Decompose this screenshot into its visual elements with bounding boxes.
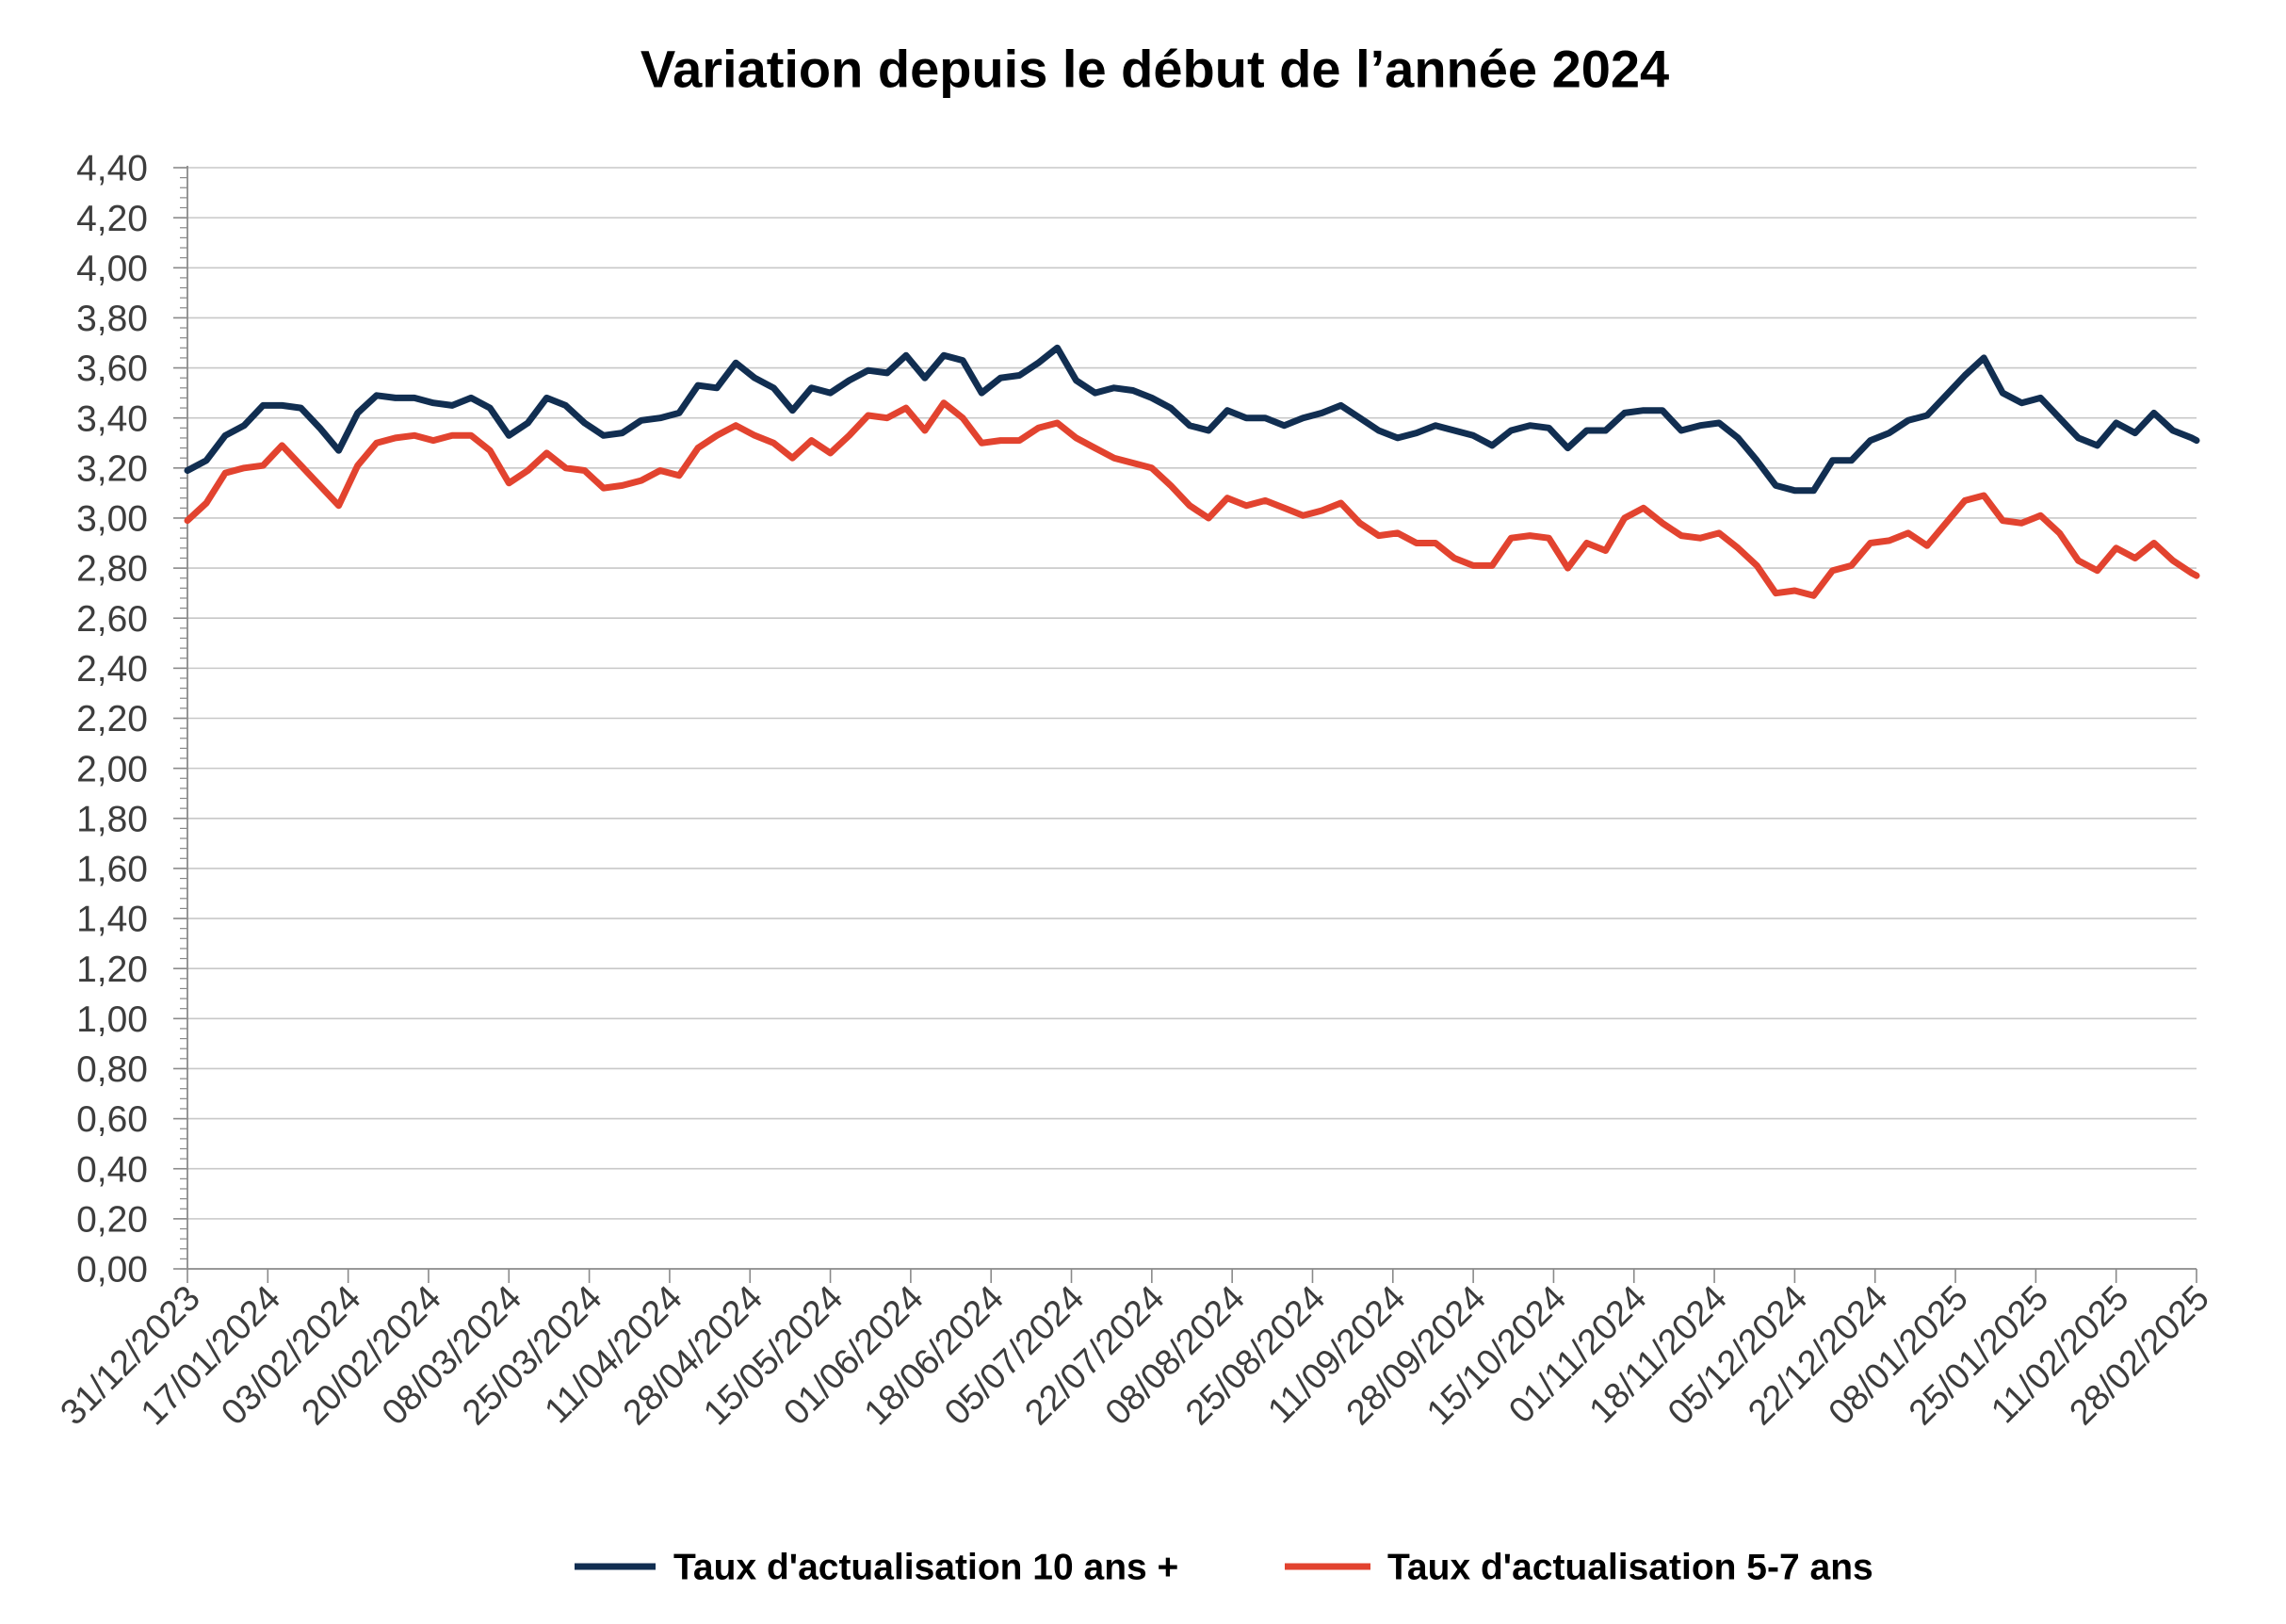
y-tick-label: 0,60: [76, 1099, 148, 1140]
series-line-taux-d-actualisation-10-ans: [184, 344, 2200, 495]
chart-title: Variation depuis le début de l’année 202…: [640, 40, 1669, 99]
y-tick-label: 0,80: [76, 1049, 148, 1090]
y-tick-label: 4,40: [76, 149, 148, 189]
y-tick-label: 3,80: [76, 299, 148, 339]
y-tick-label: 1,20: [76, 950, 148, 990]
y-tick-label: 2,00: [76, 749, 148, 789]
y-tick-label: 3,40: [76, 398, 148, 439]
gridlines: [187, 167, 2197, 1220]
y-tick-label: 1,60: [76, 850, 148, 890]
y-tick-label: 0,00: [76, 1250, 148, 1291]
y-tick-label: 1,00: [76, 999, 148, 1040]
series-line-taux-d-actualisation-5-7-ans: [184, 399, 2200, 599]
legend: Taux d'actualisation 10 ans + Taux d'act…: [575, 1548, 1873, 1588]
y-tick-label: 2,80: [76, 549, 148, 590]
y-axis: 0,00 0,20 0,40 0,60 0,80 1,00 1,20 1,40 1,60 1,80…: [76, 149, 188, 1291]
legend-label-5-7-ans: Taux d'actualisation 5-7 ans: [1387, 1548, 1873, 1588]
legend-label-10-ans-plus: Taux d'actualisation 10 ans +: [673, 1548, 1178, 1588]
y-tick-label: 1,80: [76, 799, 148, 839]
y-tick-label: 1,40: [76, 900, 148, 940]
y-tick-label: 4,20: [76, 199, 148, 239]
y-tick-label: 3,00: [76, 499, 148, 540]
y-tick-label: 0,20: [76, 1200, 148, 1241]
y-tick-label: 4,00: [76, 249, 148, 289]
y-tick-label: 0,40: [76, 1149, 148, 1190]
legend-item-10-ans-plus: Taux d'actualisation 10 ans +: [575, 1548, 1178, 1588]
y-tick-label: 3,60: [76, 349, 148, 389]
y-tick-label: 2,60: [76, 599, 148, 640]
y-tick-label: 3,20: [76, 448, 148, 489]
y-tick-label: 2,40: [76, 649, 148, 690]
y-tick-label: 2,20: [76, 699, 148, 739]
series-lines: [184, 344, 2200, 599]
legend-item-5-7-ans: Taux d'actualisation 5-7 ans: [1285, 1548, 1873, 1588]
